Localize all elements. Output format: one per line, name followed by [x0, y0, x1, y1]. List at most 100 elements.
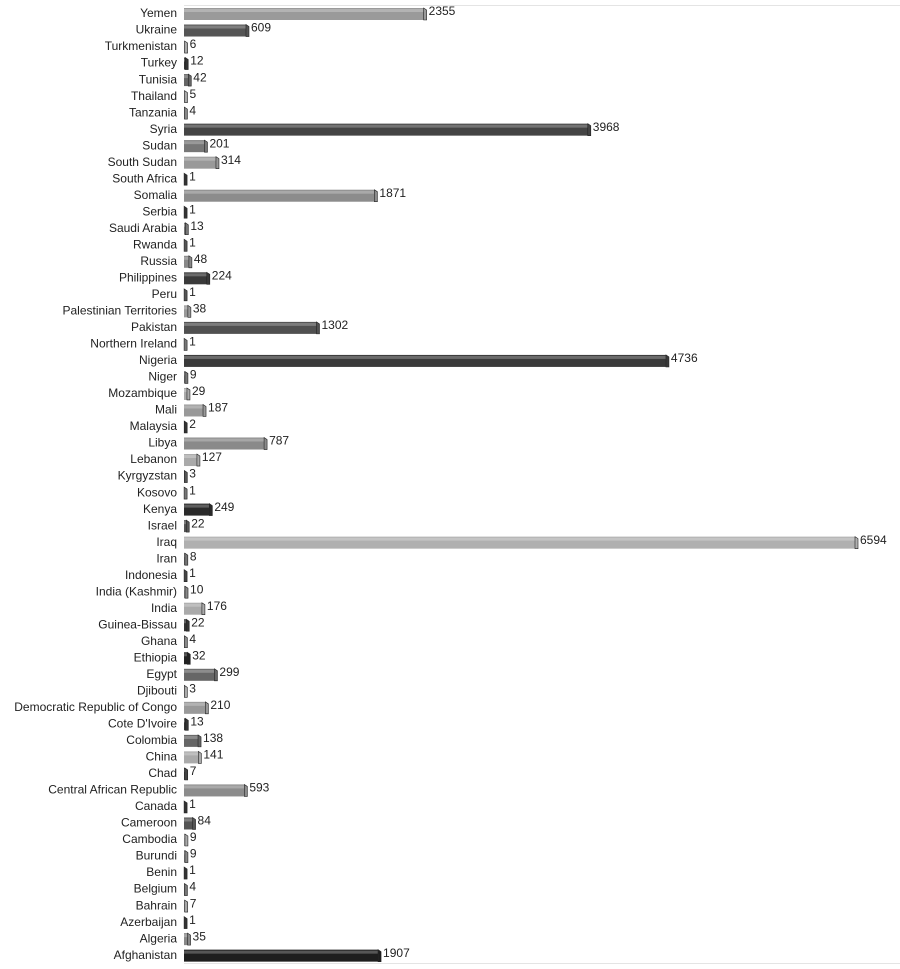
- bar-end: [183, 337, 188, 351]
- y-tick-label: Somalia: [134, 188, 178, 202]
- bar: [184, 652, 188, 665]
- bar-end: [183, 866, 188, 880]
- y-tick-label: South Sudan: [108, 155, 177, 169]
- bar-highlight: [184, 587, 186, 591]
- y-tick-label: Central African Republic: [48, 783, 177, 797]
- bar: [184, 189, 375, 202]
- bar: [184, 949, 379, 962]
- bar-end: [196, 453, 201, 467]
- bar-end: [183, 486, 188, 500]
- y-tick-label: Syria: [150, 122, 178, 136]
- y-tick-label: Guinea-Bissau: [98, 617, 177, 631]
- value-label: 176: [207, 599, 227, 613]
- value-label: 13: [190, 715, 204, 729]
- y-tick-label: Nigeria: [139, 353, 177, 367]
- bar-end: [854, 536, 859, 549]
- bar-end: [183, 569, 188, 582]
- y-tick-label: Thailand: [131, 89, 177, 103]
- bar-highlight: [184, 669, 215, 673]
- y-tick-label: Pakistan: [131, 320, 177, 334]
- value-label: 7: [190, 764, 197, 778]
- value-label: 1871: [379, 186, 406, 200]
- bar-highlight: [184, 603, 202, 607]
- bar-end: [183, 172, 188, 186]
- bar-highlight: [184, 554, 185, 558]
- y-tick-label: Turkey: [141, 56, 177, 70]
- bar-end: [185, 519, 190, 533]
- bar-highlight: [184, 124, 588, 128]
- value-label: 3: [189, 467, 196, 481]
- value-label: 32: [192, 648, 206, 662]
- y-tick-label: Belgium: [134, 882, 177, 896]
- value-label: 1: [189, 202, 196, 216]
- bar-end: [185, 618, 190, 632]
- bar-end: [184, 684, 188, 698]
- y-tick-label: Northern Ireland: [90, 337, 177, 351]
- y-tick-label: Libya: [148, 436, 177, 450]
- bar-highlight: [184, 537, 855, 541]
- bar-highlight: [184, 719, 186, 723]
- bar-end: [187, 932, 191, 946]
- value-label: 9: [190, 847, 197, 861]
- y-tick-label: Burundi: [136, 849, 177, 863]
- bar-end: [183, 420, 188, 434]
- bar: [184, 321, 317, 334]
- value-label: 593: [249, 781, 269, 795]
- bar-end: [184, 635, 188, 649]
- y-tick-label: Saudi Arabia: [109, 221, 177, 235]
- value-label: 22: [191, 516, 205, 530]
- bar-highlight: [184, 950, 379, 954]
- y-tick-label: India: [151, 601, 177, 615]
- y-tick-label: Chad: [148, 766, 177, 780]
- bar: [184, 255, 189, 268]
- bar-end: [184, 469, 188, 483]
- value-label: 1: [189, 169, 196, 183]
- value-label: 48: [194, 252, 208, 266]
- y-tick-label: India (Kashmir): [96, 584, 177, 598]
- bar-highlight: [184, 223, 186, 227]
- bar-highlight: [184, 9, 424, 12]
- bar: [184, 734, 199, 747]
- y-tick-label: Cambodia: [122, 832, 177, 846]
- value-label: 1: [189, 483, 196, 497]
- bar-end: [587, 123, 592, 136]
- value-label: 1: [189, 285, 196, 299]
- bar-highlight: [184, 702, 206, 706]
- bar: [184, 123, 588, 136]
- value-label: 249: [214, 500, 234, 514]
- bar-end: [214, 668, 218, 682]
- bar: [184, 24, 246, 37]
- bar: [184, 586, 186, 599]
- value-label: 1: [189, 335, 196, 349]
- y-tick-label: Peru: [152, 287, 177, 301]
- value-label: 141: [203, 748, 223, 762]
- value-label: 787: [269, 434, 289, 448]
- y-tick-label: South Africa: [112, 171, 177, 185]
- bar: [184, 751, 199, 764]
- value-label: 6: [190, 37, 197, 51]
- bar: [184, 272, 207, 285]
- bar-end: [206, 271, 211, 285]
- bar-highlight: [184, 405, 204, 409]
- value-label: 7: [190, 896, 197, 910]
- y-tick-label: Ukraine: [136, 23, 178, 37]
- y-tick-label: Cote D'Ivoire: [108, 717, 177, 731]
- bar-highlight: [184, 901, 185, 905]
- y-tick-label: Iran: [156, 551, 177, 565]
- bar-end: [183, 238, 188, 252]
- bar-highlight: [184, 818, 193, 822]
- bar-highlight: [184, 355, 666, 359]
- bar-end: [184, 552, 189, 566]
- bar-highlight: [184, 752, 199, 756]
- bar: [184, 553, 185, 566]
- bar-end: [186, 651, 191, 665]
- bar: [184, 834, 185, 846]
- y-tick-label: Benin: [146, 865, 177, 879]
- bar-highlight: [184, 273, 207, 277]
- bar: [184, 933, 188, 946]
- value-label: 1907: [383, 946, 410, 960]
- bar-highlight: [184, 620, 187, 624]
- value-label: 12: [190, 54, 204, 68]
- bar: [184, 222, 186, 235]
